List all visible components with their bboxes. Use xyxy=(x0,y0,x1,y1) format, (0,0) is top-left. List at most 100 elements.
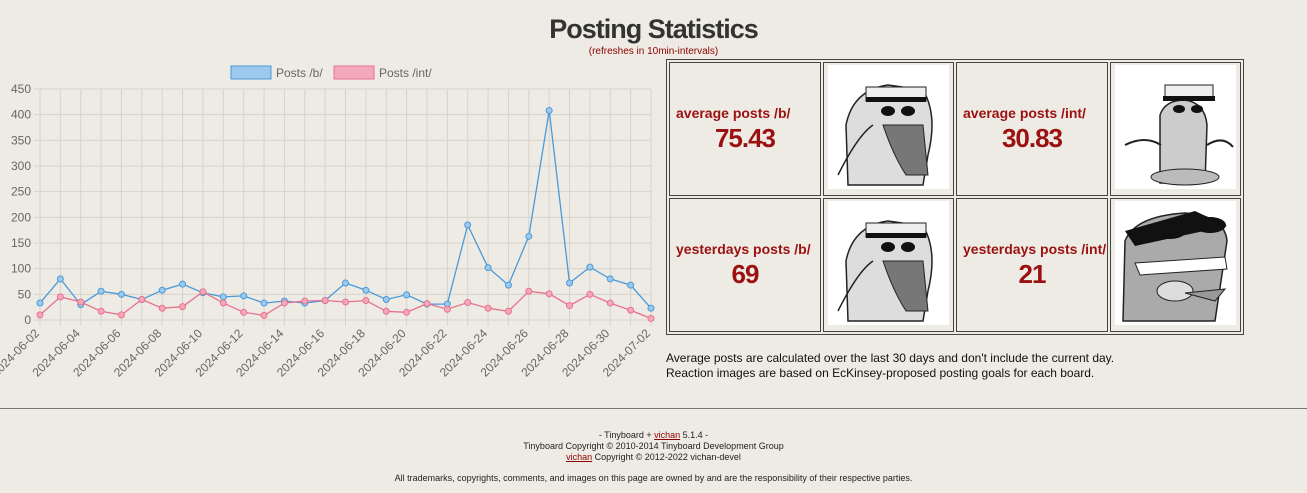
footer-version: - Tinyboard + vichan 5.1.4 - xyxy=(0,430,1307,441)
data-point-1 xyxy=(117,311,125,319)
legend-swatch xyxy=(230,65,272,80)
vichan-link[interactable]: vichan xyxy=(566,452,593,462)
page-title: Posting Statistics xyxy=(549,14,759,44)
y-tick-label: 250 xyxy=(11,185,31,199)
posting-chart: 0501001502002503003504004502024-06-02202… xyxy=(0,65,655,380)
data-point-0 xyxy=(464,221,472,229)
avg-int-value: 30.83 xyxy=(1001,122,1063,153)
data-point-1 xyxy=(158,304,166,312)
data-point-0 xyxy=(179,280,187,288)
reaction-image-cell xyxy=(823,198,954,332)
data-point-0 xyxy=(566,279,574,287)
data-point-1 xyxy=(484,304,492,312)
yest-int-value: 21 xyxy=(1018,258,1047,289)
data-point-1 xyxy=(179,303,187,311)
y-tick-label: 350 xyxy=(11,133,31,147)
data-point-1 xyxy=(606,299,614,307)
divider xyxy=(0,408,1307,409)
data-point-1 xyxy=(260,311,268,319)
data-point-1 xyxy=(77,298,85,306)
data-point-1 xyxy=(423,300,431,308)
data-point-1 xyxy=(545,290,553,298)
data-point-1 xyxy=(627,306,635,314)
y-tick-label: 300 xyxy=(11,159,31,173)
legend-swatch xyxy=(333,65,375,80)
data-point-1 xyxy=(566,302,574,310)
refresh-note: (refreshes in 10min-intervals) xyxy=(588,46,719,57)
data-point-1 xyxy=(56,293,64,301)
footer-text: 5.1.4 - xyxy=(680,430,709,440)
data-point-0 xyxy=(484,264,492,272)
data-point-0 xyxy=(240,292,248,300)
data-point-1 xyxy=(647,314,655,322)
avg-int-cell: average posts /int/ 30.83 xyxy=(956,62,1108,196)
data-point-0 xyxy=(504,281,512,289)
avg-b-label: average posts /b/ xyxy=(676,104,791,121)
vichan-link[interactable]: vichan xyxy=(654,430,681,440)
data-point-1 xyxy=(219,299,227,307)
footer: - Tinyboard + vichan 5.1.4 - Tinyboard C… xyxy=(0,430,1307,463)
data-point-0 xyxy=(342,279,349,287)
data-point-1 xyxy=(199,288,207,296)
data-point-1 xyxy=(362,296,370,304)
data-point-0 xyxy=(606,275,614,283)
avg-b-cell: average posts /b/ 75.43 xyxy=(669,62,821,196)
yest-b-value: 69 xyxy=(731,258,760,289)
data-point-0 xyxy=(260,299,268,307)
data-point-0 xyxy=(647,304,655,312)
footer-copyright-tinyboard: Tinyboard Copyright © 2010-2014 Tinyboar… xyxy=(523,441,784,451)
legend-label: Posts /int/ xyxy=(379,66,432,80)
reaction-image xyxy=(1115,200,1236,325)
data-point-1 xyxy=(382,307,390,315)
data-point-1 xyxy=(525,287,533,295)
reaction-image-cell xyxy=(823,62,954,196)
y-tick-label: 100 xyxy=(11,262,31,276)
data-point-0 xyxy=(97,287,105,295)
legend-label: Posts /b/ xyxy=(276,66,323,80)
footer-text: Copyright © 2012-2022 vichan-devel xyxy=(592,452,741,462)
yest-int-label: yesterdays posts /int/ xyxy=(963,240,1107,257)
data-point-0 xyxy=(56,275,64,283)
data-point-1 xyxy=(97,307,105,315)
yest-b-cell: yesterdays posts /b/ 69 xyxy=(669,198,821,332)
data-point-1 xyxy=(138,295,146,303)
data-point-1 xyxy=(36,311,44,319)
reaction-image xyxy=(828,64,949,189)
footer-text: - Tinyboard + xyxy=(598,430,655,440)
data-point-1 xyxy=(443,305,451,313)
note-line-1: Average posts are calculated over the la… xyxy=(666,351,1115,365)
data-point-1 xyxy=(464,299,472,307)
legal-notice: All trademarks, copyrights, comments, an… xyxy=(394,473,913,483)
y-tick-label: 450 xyxy=(11,82,31,96)
reaction-image xyxy=(1115,64,1236,189)
data-point-1 xyxy=(240,308,248,316)
footer-copyright-vichan: vichan Copyright © 2012-2022 vichan-deve… xyxy=(0,452,1307,463)
y-tick-label: 0 xyxy=(24,313,31,327)
data-point-1 xyxy=(403,308,411,316)
data-point-0 xyxy=(627,281,635,289)
data-point-1 xyxy=(321,296,329,304)
data-point-0 xyxy=(545,107,553,115)
yest-int-cell: yesterdays posts /int/ 21 xyxy=(956,198,1108,332)
data-point-1 xyxy=(301,297,309,305)
reaction-image xyxy=(828,200,949,325)
data-point-0 xyxy=(525,232,533,240)
data-point-1 xyxy=(586,290,594,298)
data-point-1 xyxy=(504,307,512,315)
yest-b-label: yesterdays posts /b/ xyxy=(676,240,811,257)
y-tick-label: 50 xyxy=(18,287,32,301)
note-line-2: Reaction images are based on EcKinsey-pr… xyxy=(666,366,1095,380)
stats-table: average posts /b/ 75.43 average posts /i… xyxy=(666,59,1244,335)
y-tick-label: 200 xyxy=(11,210,31,224)
data-point-0 xyxy=(403,291,411,299)
data-point-0 xyxy=(219,293,227,301)
data-point-0 xyxy=(158,286,166,294)
reaction-image-cell xyxy=(1110,198,1241,332)
avg-int-label: average posts /int/ xyxy=(963,104,1086,121)
data-point-1 xyxy=(280,299,288,307)
y-tick-label: 400 xyxy=(11,108,31,122)
y-tick-label: 150 xyxy=(11,236,31,250)
reaction-image-cell xyxy=(1110,62,1241,196)
data-point-0 xyxy=(586,263,594,271)
data-point-0 xyxy=(117,290,125,298)
